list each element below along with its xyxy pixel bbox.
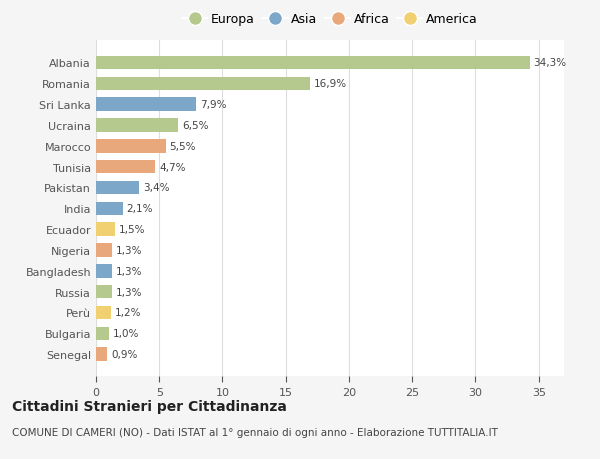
Bar: [96, 244, 112, 257]
Text: 1,2%: 1,2%: [115, 308, 142, 318]
Bar: [96, 347, 107, 361]
Bar: [96, 223, 115, 236]
Bar: [96, 77, 310, 91]
Bar: [96, 98, 196, 112]
Text: 2,1%: 2,1%: [127, 204, 153, 214]
Legend: Europa, Asia, Africa, America: Europa, Asia, Africa, America: [180, 11, 480, 28]
Bar: [96, 306, 111, 319]
Text: 1,5%: 1,5%: [119, 224, 145, 235]
Text: 34,3%: 34,3%: [533, 58, 567, 68]
Bar: [96, 161, 155, 174]
Text: 16,9%: 16,9%: [314, 79, 347, 89]
Text: 7,9%: 7,9%: [200, 100, 226, 110]
Text: 0,9%: 0,9%: [111, 349, 137, 359]
Text: 1,0%: 1,0%: [112, 329, 139, 339]
Bar: [96, 119, 178, 133]
Text: 3,4%: 3,4%: [143, 183, 169, 193]
Text: 6,5%: 6,5%: [182, 121, 209, 131]
Text: 5,5%: 5,5%: [169, 141, 196, 151]
Text: 4,7%: 4,7%: [159, 162, 186, 172]
Text: Cittadini Stranieri per Cittadinanza: Cittadini Stranieri per Cittadinanza: [12, 399, 287, 413]
Text: 1,3%: 1,3%: [116, 266, 143, 276]
Text: COMUNE DI CAMERI (NO) - Dati ISTAT al 1° gennaio di ogni anno - Elaborazione TUT: COMUNE DI CAMERI (NO) - Dati ISTAT al 1°…: [12, 427, 498, 437]
Text: 1,3%: 1,3%: [116, 246, 143, 255]
Bar: [96, 327, 109, 341]
Bar: [96, 140, 166, 153]
Bar: [96, 181, 139, 195]
Bar: [96, 285, 112, 299]
Bar: [96, 56, 530, 70]
Bar: [96, 264, 112, 278]
Text: 1,3%: 1,3%: [116, 287, 143, 297]
Bar: [96, 202, 122, 216]
